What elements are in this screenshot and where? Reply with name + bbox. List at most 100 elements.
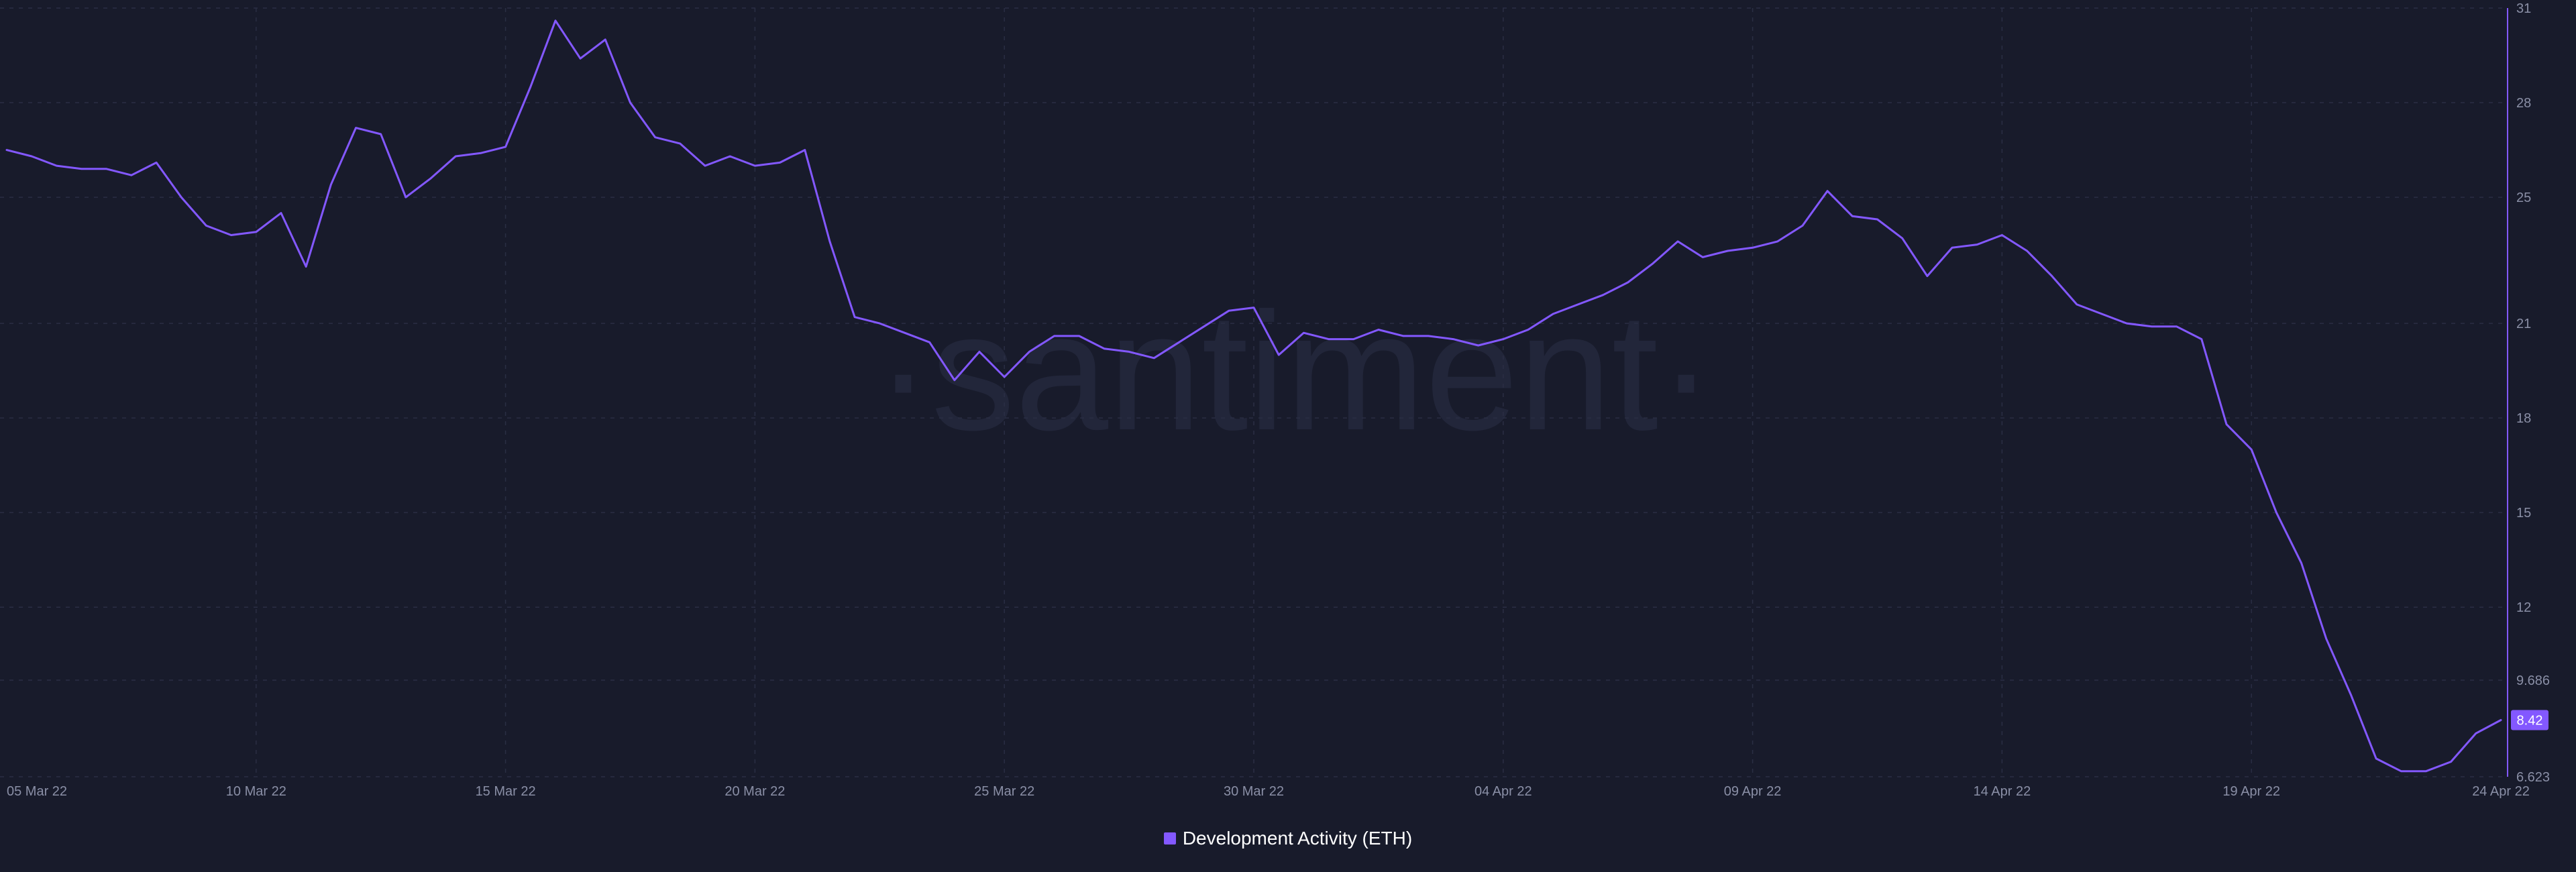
data-point <box>1178 341 1180 343</box>
data-point <box>405 196 407 199</box>
data-point <box>305 266 307 268</box>
legend[interactable]: Development Activity (ETH) <box>0 826 2576 851</box>
data-point <box>80 168 83 170</box>
data-point <box>1702 256 1704 258</box>
data-point <box>604 38 606 41</box>
data-point <box>1602 294 1604 296</box>
x-axis-ticks: 05 Mar 22 10 Mar 22 15 Mar 22 20 Mar 22 25 M… <box>7 784 2530 799</box>
data-point <box>1527 329 1529 331</box>
current-value-label: 8.42 <box>2517 714 2543 728</box>
data-point <box>2001 234 2003 236</box>
data-point <box>1477 344 1479 347</box>
current-value-badge: 8.42 <box>2511 710 2548 730</box>
data-point <box>579 58 582 60</box>
data-point <box>1078 335 1080 337</box>
data-point <box>2475 732 2477 734</box>
data-point <box>1676 240 1679 243</box>
data-point <box>1951 247 1953 249</box>
y-tick-label: 18 <box>2516 411 2531 426</box>
data-point <box>554 19 557 21</box>
data-point <box>1876 218 1878 221</box>
data-point <box>130 174 133 176</box>
x-tick-label: 04 Apr 22 <box>1474 784 1532 799</box>
data-point <box>429 177 432 180</box>
x-tick-label: 15 Mar 22 <box>476 784 536 799</box>
data-point <box>1502 338 1504 340</box>
data-point <box>928 341 930 343</box>
y-tick-label: 12 <box>2516 600 2531 615</box>
data-point <box>2225 423 2228 425</box>
data-point <box>1801 225 1804 227</box>
x-tick-label: 19 Apr 22 <box>2222 784 2280 799</box>
gridlines <box>0 7 2508 777</box>
data-point <box>2076 303 2078 306</box>
x-tick-label: 24 Apr 22 <box>2472 784 2530 799</box>
data-point <box>1976 243 1978 246</box>
data-point <box>904 332 906 334</box>
data-point <box>1278 353 1280 356</box>
data-point <box>31 155 33 158</box>
data-point <box>2450 761 2452 763</box>
data-point <box>205 225 207 227</box>
data-point <box>2400 770 2402 772</box>
data-point <box>2151 325 2153 327</box>
data-point <box>1627 281 1629 284</box>
data-point <box>629 101 631 104</box>
data-point <box>230 234 232 236</box>
data-point <box>2051 275 2053 277</box>
data-point <box>1402 335 1405 337</box>
data-point <box>2375 757 2377 760</box>
data-point <box>729 155 731 158</box>
data-point <box>2425 770 2427 772</box>
legend-label: Development Activity (ETH) <box>1182 828 1413 849</box>
data-point <box>2251 449 2253 451</box>
y-tick-label: 25 <box>2516 190 2531 205</box>
current-value-badge-background <box>2511 710 2548 730</box>
data-point <box>5 149 8 151</box>
data-point <box>1552 313 1554 315</box>
data-point <box>1452 338 1454 340</box>
data-point <box>879 322 881 325</box>
data-point <box>1776 240 1778 243</box>
data-point <box>1303 332 1305 334</box>
data-point <box>1377 329 1380 331</box>
data-point <box>105 168 107 170</box>
data-point <box>330 184 332 186</box>
x-tick-label: 25 Mar 22 <box>974 784 1034 799</box>
data-point <box>1153 357 1155 359</box>
data-point <box>380 133 382 135</box>
data-point <box>1203 325 1205 327</box>
data-point <box>529 86 531 88</box>
data-point <box>480 152 482 154</box>
data-point <box>280 212 282 214</box>
data-point <box>1328 338 1330 340</box>
x-tick-label: 30 Mar 22 <box>1224 784 1284 799</box>
data-point <box>2325 638 2327 640</box>
data-point <box>1826 190 1829 192</box>
data-point <box>1851 215 1854 217</box>
data-point <box>853 316 856 318</box>
data-point <box>1652 262 1654 264</box>
data-point <box>679 142 682 145</box>
data-point <box>1053 335 1055 337</box>
data-point <box>1228 310 1230 312</box>
data-point <box>355 127 357 129</box>
data-point <box>2026 250 2028 252</box>
data-point <box>1103 347 1106 349</box>
data-point <box>654 136 656 138</box>
data-point <box>2200 338 2202 340</box>
data-point <box>455 155 457 158</box>
data-point <box>804 149 806 151</box>
y-tick-label: 15 <box>2516 506 2531 521</box>
data-point <box>255 231 257 233</box>
data-point <box>828 240 831 243</box>
y-tick-label: 6.623 <box>2516 770 2550 785</box>
y-tick-label: 31 <box>2516 1 2531 16</box>
data-point <box>704 164 706 167</box>
x-tick-label: 05 Mar 22 <box>7 784 67 799</box>
data-point <box>1926 275 1929 277</box>
santiment-watermark: ·santiment· <box>875 278 1714 465</box>
data-point <box>155 162 158 164</box>
